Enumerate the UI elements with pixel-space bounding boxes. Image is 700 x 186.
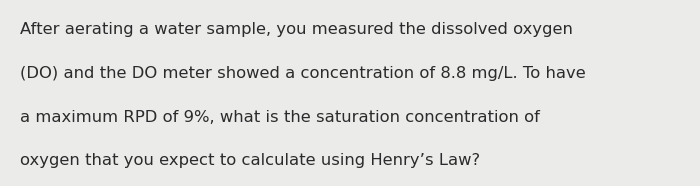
- Text: oxygen that you expect to calculate using Henry’s Law?: oxygen that you expect to calculate usin…: [20, 153, 480, 169]
- Text: (DO) and the DO meter showed a concentration of 8.8 mg/L. To have: (DO) and the DO meter showed a concentra…: [20, 66, 585, 81]
- Text: a maximum RPD of 9%, what is the saturation concentration of: a maximum RPD of 9%, what is the saturat…: [20, 110, 540, 125]
- Text: After aerating a water sample, you measured the dissolved oxygen: After aerating a water sample, you measu…: [20, 22, 573, 37]
